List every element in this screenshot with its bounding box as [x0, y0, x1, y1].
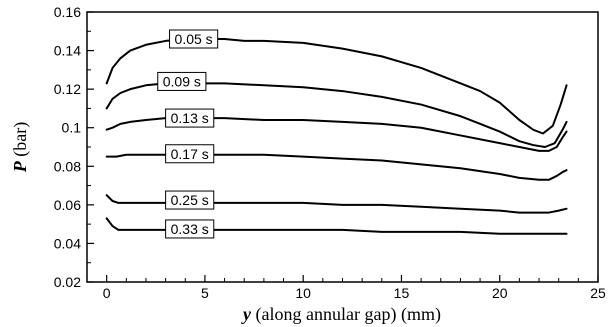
series-label-text: 0.13 s: [171, 110, 209, 126]
axis-tick-labels: 0 5 10 15 20 25 0.02 0.04 0.06 0.08 0.1 0.12 0.14 0.1…: [54, 4, 606, 301]
x-axis-title: y (along annular gap) (mm): [241, 304, 441, 325]
series-label: 0.33 s: [165, 219, 215, 239]
x-tick-label: 10: [295, 285, 311, 301]
series-line: [105, 194, 568, 214]
series-label-text: 0.33 s: [171, 221, 209, 237]
series-label-text: 0.09 s: [163, 73, 201, 89]
series-line: [105, 38, 568, 135]
series-line: [105, 117, 568, 152]
series-label: 0.09 s: [157, 71, 207, 91]
axis-ticks: [86, 11, 599, 283]
series-label-box: [165, 219, 215, 239]
series-line: [105, 217, 568, 235]
x-tick-label: 0: [103, 285, 111, 301]
series-label-text: 0.05 s: [175, 31, 213, 47]
x-tick-label: 15: [394, 285, 410, 301]
series-label-text: 0.17 s: [171, 146, 209, 162]
series-line: [105, 82, 568, 148]
series-labels: 0.05 s 0.09 s 0.13 s 0.17 s 0.25 s 0.33 s: [157, 29, 219, 239]
series-label-box: [165, 144, 215, 164]
y-tick-label: 0.08: [54, 158, 81, 174]
series-lines: [105, 38, 568, 235]
y-tick-label: 0.02: [54, 274, 81, 290]
series-label-box: [165, 108, 215, 128]
series-label-text: 0.25 s: [171, 192, 209, 208]
series-line: [105, 153, 568, 181]
series-label: 0.25 s: [165, 190, 215, 210]
x-tick-label: 20: [492, 285, 508, 301]
series-label-box: [165, 190, 215, 210]
series-label-box: [169, 29, 219, 49]
series-label-box: [157, 71, 207, 91]
y-axis-title: P (bar): [10, 122, 31, 173]
y-tick-label: 0.1: [62, 120, 82, 136]
y-tick-label: 0.06: [54, 197, 81, 213]
x-tick-label: 5: [201, 285, 209, 301]
x-tick-label: 25: [590, 285, 606, 301]
series-label: 0.17 s: [165, 144, 215, 164]
y-tick-label: 0.16: [54, 4, 81, 20]
series-label: 0.13 s: [165, 108, 215, 128]
y-tick-label: 0.04: [54, 235, 81, 251]
y-tick-label: 0.14: [54, 43, 81, 59]
y-tick-label: 0.12: [54, 81, 81, 97]
series-label: 0.05 s: [169, 29, 219, 49]
